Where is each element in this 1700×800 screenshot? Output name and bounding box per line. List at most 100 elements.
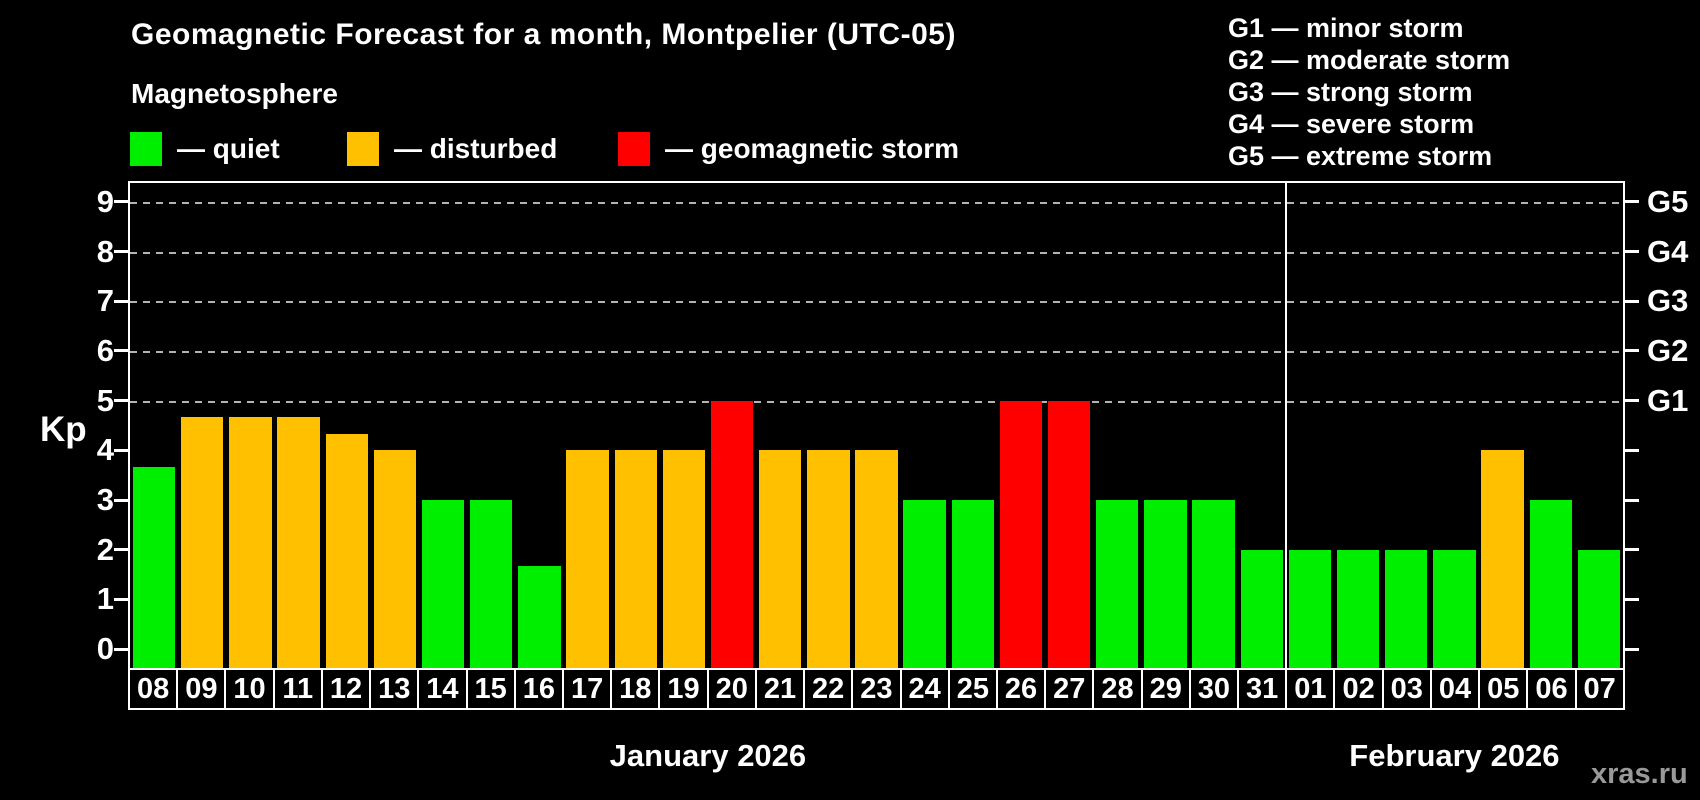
- left-tick-kp3: [114, 498, 128, 502]
- g-axis-label-g1: G1: [1647, 382, 1689, 418]
- y-axis-title: Kp: [40, 410, 87, 449]
- y-tick-label-5: 5: [96, 382, 114, 418]
- left-tick-kp8: [114, 250, 128, 254]
- right-tick-kp6: [1625, 349, 1639, 353]
- kp-bar-day-22: [807, 450, 850, 668]
- g-legend-line-3: G3 — strong storm: [1228, 77, 1473, 107]
- left-tick-kp4: [114, 448, 128, 452]
- right-tick-kp8: [1625, 250, 1639, 254]
- gridline-kp8: [130, 251, 1623, 254]
- kp-bar-day-11: [277, 417, 320, 668]
- kp-bar-day-02: [1336, 549, 1380, 668]
- kp-bar-day-13: [373, 450, 417, 668]
- y-tick-label-4: 4: [96, 432, 114, 468]
- day-label: 22: [803, 668, 854, 710]
- kp-bar-day-26: [999, 400, 1043, 668]
- right-tick-kp2: [1625, 548, 1639, 552]
- kp-bar-day-24: [903, 500, 946, 668]
- right-tick-kp0: [1625, 647, 1639, 651]
- kp-bar-day-05: [1481, 450, 1524, 668]
- y-tick-label-7: 7: [96, 283, 114, 319]
- day-label: 30: [1188, 668, 1240, 710]
- month-label-february: February 2026: [1349, 738, 1560, 773]
- storm-swatch-icon: [618, 132, 650, 166]
- kp-bar-day-21: [758, 450, 802, 668]
- disturbed-swatch-icon: [347, 132, 379, 166]
- kp-bar-day-06: [1529, 500, 1572, 668]
- day-label: 20: [706, 668, 757, 710]
- day-label: 25: [947, 668, 998, 710]
- left-tick-kp9: [114, 200, 128, 204]
- day-label: 13: [369, 668, 420, 710]
- kp-bar-day-14: [421, 500, 465, 668]
- day-label: 06: [1526, 668, 1577, 710]
- right-tick-kp4: [1625, 448, 1639, 452]
- kp-bar-day-08: [132, 466, 176, 668]
- gridline-kp9: [130, 201, 1623, 204]
- gridline-kp5: [130, 400, 1623, 403]
- day-label: 29: [1140, 668, 1191, 710]
- y-tick-label-3: 3: [96, 482, 114, 518]
- kp-bar-day-18: [614, 450, 657, 668]
- day-label: 17: [561, 668, 613, 710]
- day-label: 31: [1237, 668, 1288, 710]
- g-legend-line-5: G5 — extreme storm: [1228, 141, 1493, 171]
- left-tick-kp6: [114, 349, 128, 353]
- day-label: 01: [1285, 668, 1336, 710]
- right-tick-kp1: [1625, 597, 1639, 601]
- day-label: 23: [851, 668, 902, 710]
- quiet-swatch-icon: [130, 132, 162, 166]
- day-label: 10: [224, 668, 275, 710]
- right-tick-kp7: [1625, 299, 1639, 303]
- legend-label-quiet: — quiet: [177, 133, 280, 164]
- g-axis-label-g4: G4: [1647, 233, 1689, 269]
- day-label: 21: [754, 668, 806, 710]
- day-label: 03: [1381, 668, 1432, 710]
- day-label: 26: [995, 668, 1047, 710]
- kp-bar-day-12: [325, 433, 368, 668]
- day-label: 28: [1092, 668, 1143, 710]
- g-legend-line-4: G4 — severe storm: [1228, 109, 1475, 139]
- y-tick-label-8: 8: [96, 233, 114, 269]
- legend-label-storm: — geomagnetic storm: [665, 133, 960, 164]
- right-tick-kp3: [1625, 498, 1639, 502]
- y-tick-label-9: 9: [96, 183, 114, 219]
- day-label: 07: [1574, 668, 1625, 710]
- left-tick-kp7: [114, 299, 128, 303]
- legend-item-quiet: — quiet: [130, 131, 280, 167]
- kp-bar-day-27: [1047, 400, 1091, 668]
- kp-bar-day-04: [1433, 549, 1476, 668]
- g-axis-label-g2: G2: [1647, 332, 1689, 368]
- left-tick-kp5: [114, 399, 128, 403]
- day-label: 02: [1333, 668, 1384, 710]
- kp-bar-day-23: [855, 450, 898, 668]
- kp-bar-day-15: [470, 500, 513, 668]
- kp-bar-day-20: [710, 400, 754, 668]
- left-tick-kp0: [114, 647, 128, 651]
- g-legend-line-1: G1 — minor storm: [1228, 13, 1464, 43]
- right-tick-kp5: [1625, 399, 1639, 403]
- kp-bar-day-09: [181, 417, 224, 668]
- kp-bar-day-25: [951, 500, 994, 668]
- month-label-january: January 2026: [609, 738, 807, 773]
- kp-bar-day-28: [1096, 500, 1139, 668]
- right-tick-kp9: [1625, 200, 1639, 204]
- day-label: 05: [1478, 668, 1529, 710]
- gridline-kp6: [130, 350, 1623, 353]
- day-label: 14: [417, 668, 468, 710]
- kp-bar-day-16: [518, 566, 561, 668]
- day-label: 24: [899, 668, 950, 710]
- g-legend-line-2: G2 — moderate storm: [1228, 45, 1511, 75]
- watermark: xras.ru: [1591, 758, 1688, 790]
- month-separator-line: [1284, 183, 1287, 668]
- left-tick-kp1: [114, 597, 128, 601]
- left-tick-kp2: [114, 548, 128, 552]
- kp-bar-day-10: [229, 417, 272, 668]
- kp-bar-day-03: [1385, 549, 1428, 668]
- gridline-kp7: [130, 301, 1623, 304]
- chart-title: Geomagnetic Forecast for a month, Montpe…: [131, 18, 956, 51]
- g-scale-legend: G1 — minor storm G2 — moderate storm G3 …: [1228, 12, 1510, 172]
- day-label: 04: [1429, 668, 1481, 710]
- day-label: 19: [658, 668, 709, 710]
